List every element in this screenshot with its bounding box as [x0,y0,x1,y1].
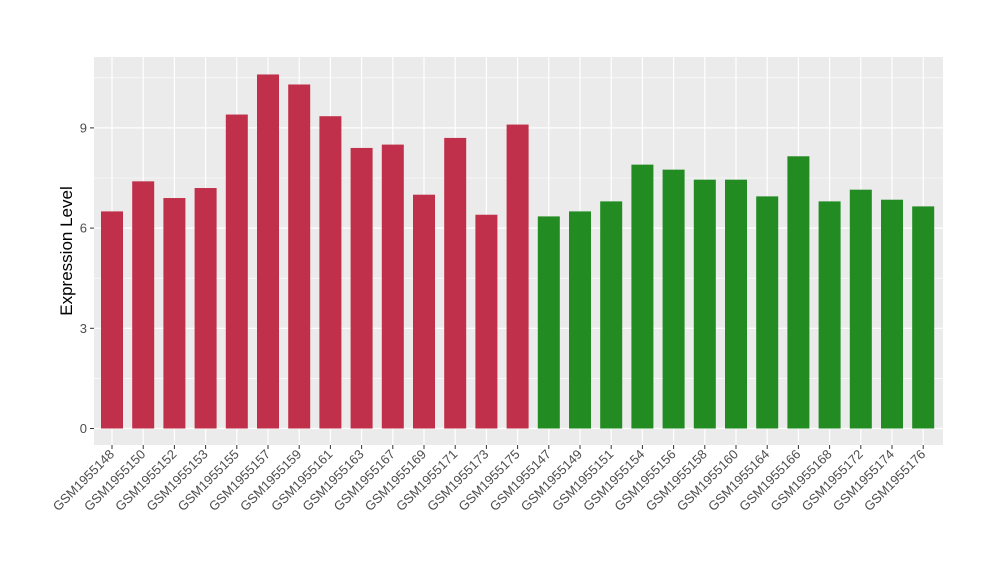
bar-GSM1955163 [350,147,373,429]
y-tick-label: 6 [80,221,87,236]
y-axis: 0 3 6 9 [80,120,94,436]
y-tick-label: 0 [80,421,87,436]
bar-GSM1955161 [319,116,342,429]
bar-GSM1955167 [381,144,404,429]
bar-GSM1955148 [101,211,123,429]
bar-GSM1955155 [225,114,248,429]
bar-GSM1955160 [725,179,747,429]
bar-GSM1955173 [475,214,498,429]
y-axis-label: Expression Level [57,186,76,315]
y-tick-label: 9 [80,120,87,135]
bar-GSM1955153 [194,188,217,429]
bar-GSM1955149 [569,211,591,429]
x-axis: GSM1955148GSM1955150GSM1955152GSM1955153… [50,445,928,514]
bar-GSM1955159 [288,84,311,429]
bar-GSM1955168 [818,201,841,429]
bar-GSM1955176 [912,206,935,429]
bar-GSM1955175 [506,124,529,429]
bar-GSM1955166 [787,156,810,429]
y-tick-label: 3 [80,321,87,336]
bar-GSM1955174 [881,199,903,429]
bar-GSM1955156 [662,169,685,429]
bar-GSM1955150 [132,181,155,429]
bar-GSM1955157 [257,74,279,429]
bar-GSM1955147 [537,216,560,429]
bar-GSM1955171 [444,137,467,429]
bar-GSM1955158 [693,179,716,429]
bars [101,74,935,429]
bar-GSM1955154 [631,164,654,429]
bar-GSM1955169 [413,194,435,429]
bar-GSM1955164 [756,196,779,429]
bar-GSM1955152 [163,198,186,429]
bar-GSM1955151 [600,201,623,429]
bar-GSM1955172 [849,189,872,429]
